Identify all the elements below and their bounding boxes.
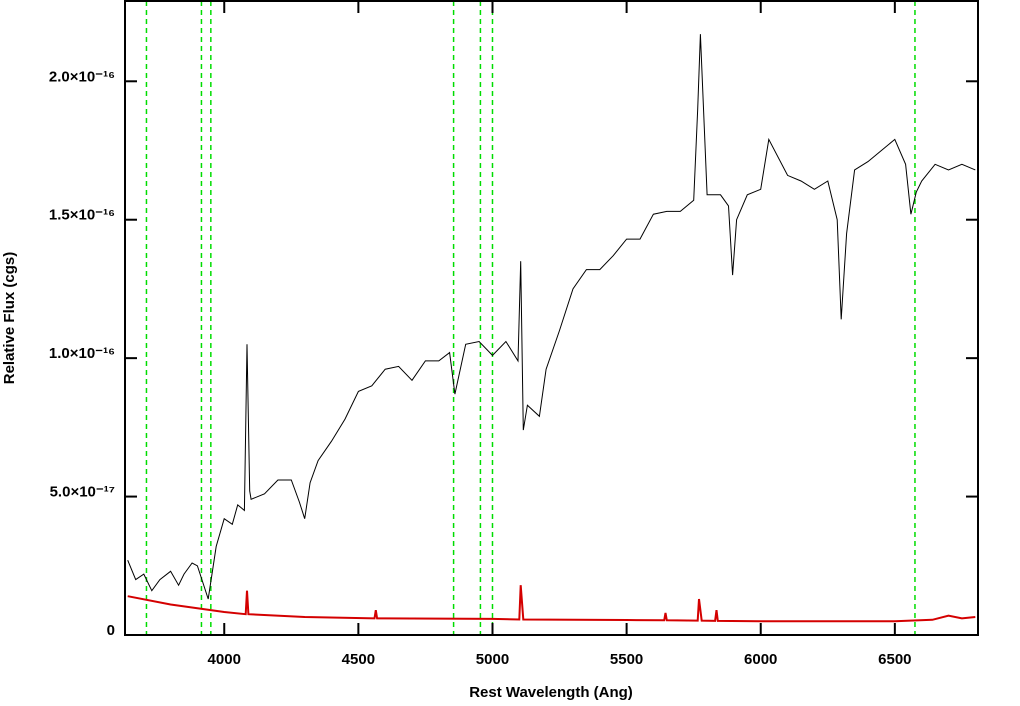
x-tick-label: 5000 xyxy=(476,651,509,668)
x-tick-label: 6000 xyxy=(744,651,777,668)
x-axis-label: Rest Wavelength (Ang) xyxy=(469,684,633,701)
x-tick-label: 5500 xyxy=(610,651,643,668)
y-tick-label: 5.0×10⁻¹⁷ xyxy=(50,484,115,501)
x-tick-label: 6500 xyxy=(878,651,911,668)
y-tick-label: 2.0×10⁻¹⁶ xyxy=(49,68,115,85)
y-tick-label: 1.5×10⁻¹⁶ xyxy=(49,207,115,224)
plot-frame xyxy=(124,0,979,636)
x-tick-label: 4500 xyxy=(342,651,375,668)
y-tick-label: 0 xyxy=(107,622,115,639)
y-tick-label: 1.0×10⁻¹⁶ xyxy=(49,345,115,362)
y-axis-label: Relative Flux (cgs) xyxy=(1,252,18,385)
spectrum-line xyxy=(127,585,976,623)
spectrum-line xyxy=(127,34,976,600)
x-tick-label: 4000 xyxy=(208,651,241,668)
